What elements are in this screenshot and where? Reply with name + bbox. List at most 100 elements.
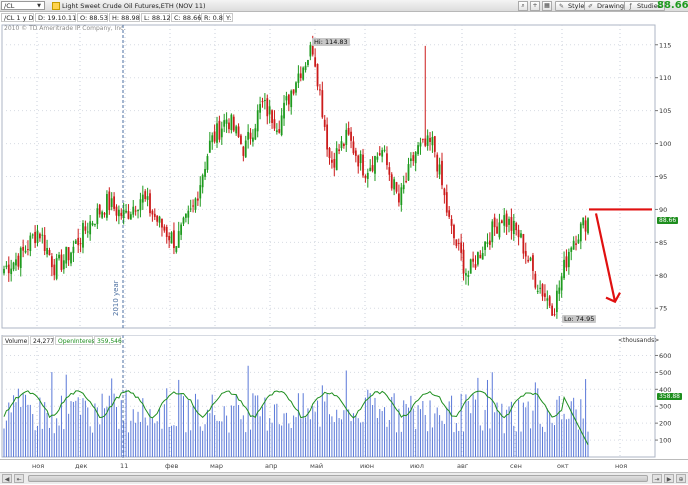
- candle-down: [249, 132, 252, 139]
- ohlc-infobar: /CL 1 y D D: 19.10.11 O: 88.53 H: 88.98 …: [0, 12, 260, 23]
- price-tick-label: 95: [659, 173, 667, 181]
- time-axis-label: мар: [210, 462, 224, 470]
- symbol-input[interactable]: /CL: [1, 1, 45, 10]
- scroll-right-icon[interactable]: ▶: [664, 474, 674, 483]
- candle-up: [563, 259, 565, 279]
- zoom-icon[interactable]: ⌕: [518, 1, 528, 11]
- candle-down: [457, 242, 460, 244]
- candle-down: [500, 220, 503, 224]
- price-grid: [1, 24, 656, 329]
- candle-down: [321, 90, 324, 118]
- candle-down: [378, 153, 381, 156]
- candle-up: [393, 179, 396, 190]
- candle-down: [541, 284, 544, 297]
- candle-up: [469, 259, 472, 274]
- candle-up: [70, 252, 72, 264]
- time-axis-label: авг: [457, 462, 469, 470]
- candle-up: [5, 265, 8, 268]
- candle-up: [297, 73, 300, 83]
- candle-up: [137, 209, 139, 212]
- candle-down: [292, 89, 295, 94]
- candle-up: [498, 222, 501, 238]
- range-value: R: 0.86: [201, 13, 227, 22]
- price-tick-label: 85: [659, 239, 667, 247]
- horizontal-scrollbar[interactable]: ◀ ⇤ ⇥ ▶ ⊕: [0, 472, 688, 484]
- candle-up: [177, 231, 180, 248]
- candle-down: [319, 89, 321, 91]
- candle-down: [115, 206, 118, 216]
- open-interest-value: 359,546: [94, 336, 122, 345]
- candle-up: [125, 210, 127, 213]
- open-interest-label: OpenInterest: [55, 336, 97, 345]
- candle-down: [314, 57, 317, 67]
- candle-up: [220, 128, 223, 138]
- crosshair-icon[interactable]: +: [530, 1, 540, 11]
- candle-up: [582, 217, 585, 226]
- scroll-left-icon[interactable]: ◀: [2, 474, 12, 483]
- scroll-start-icon[interactable]: ⇤: [14, 474, 24, 483]
- candle-up: [132, 206, 135, 215]
- candle-down: [113, 196, 115, 209]
- candle-up: [182, 217, 185, 224]
- candle-up: [185, 213, 187, 218]
- candle-up: [309, 45, 312, 57]
- time-axis-label: дек: [75, 462, 88, 470]
- volume-label: Volume: [2, 336, 29, 345]
- candle-up: [376, 156, 379, 160]
- candle-down: [192, 205, 194, 207]
- candle-up: [91, 223, 94, 226]
- candle-down: [242, 146, 245, 156]
- candle-up: [304, 65, 307, 71]
- scroll-thumb[interactable]: [28, 475, 648, 482]
- candle-down: [357, 155, 360, 167]
- candle-up: [572, 240, 575, 250]
- candle-down: [7, 264, 10, 274]
- low-value: L: 88.12: [141, 13, 171, 22]
- candle-down: [27, 249, 29, 251]
- candle-up: [431, 136, 434, 146]
- studies-button[interactable]: ƒ Studies: [624, 1, 666, 11]
- symbol-dropdown-icon[interactable]: ▼: [37, 3, 41, 9]
- candle-down: [273, 119, 276, 129]
- candle-up: [12, 262, 15, 270]
- candle-down: [156, 215, 159, 222]
- candle-up: [117, 209, 120, 217]
- candle-up: [587, 218, 589, 234]
- candle-down: [433, 136, 436, 152]
- period-label[interactable]: /CL 1 y D: [1, 13, 34, 22]
- candle-down: [266, 98, 269, 117]
- candle-up: [558, 287, 561, 294]
- candle-up: [402, 184, 405, 190]
- zoom-fit-icon[interactable]: ⊕: [676, 474, 686, 483]
- volume-tick-label: 400: [659, 386, 671, 394]
- candle-up: [170, 232, 173, 244]
- price-chart[interactable]: 75 80 85 90 95 100 105 110 115: [0, 23, 688, 330]
- candle-up: [259, 104, 261, 113]
- candle-down: [386, 153, 388, 166]
- candle-down: [84, 226, 87, 231]
- candle-down: [173, 230, 175, 249]
- candle-up: [414, 151, 417, 164]
- candle-up: [110, 198, 113, 207]
- candle-down: [474, 264, 477, 268]
- candle-up: [58, 254, 60, 259]
- candle-down: [50, 256, 53, 268]
- candle-up: [180, 224, 183, 235]
- candle-up: [477, 252, 479, 265]
- candle-down: [168, 235, 171, 241]
- price-candles: [3, 35, 589, 319]
- volume-chart[interactable]: 100 200 300 400 500 600: [0, 335, 688, 459]
- style-label: Style: [568, 2, 585, 10]
- scroll-end-icon[interactable]: ⇥: [652, 474, 662, 483]
- candle-down: [488, 240, 491, 245]
- candle-down: [548, 296, 551, 306]
- candle-up: [577, 239, 580, 244]
- flag-icon[interactable]: [52, 2, 60, 10]
- instrument-title: Light Sweet Crude Oil Futures,ETH (NOV 1…: [62, 2, 206, 10]
- candle-down: [103, 213, 106, 215]
- grid-icon[interactable]: ▦: [542, 1, 552, 11]
- candle-down: [551, 305, 553, 316]
- candle-up: [31, 234, 34, 236]
- copyright-text: 2010 © TD Ameritrade IP Company, Inc.: [4, 25, 126, 32]
- volume-last-badge: 358.88: [657, 393, 682, 400]
